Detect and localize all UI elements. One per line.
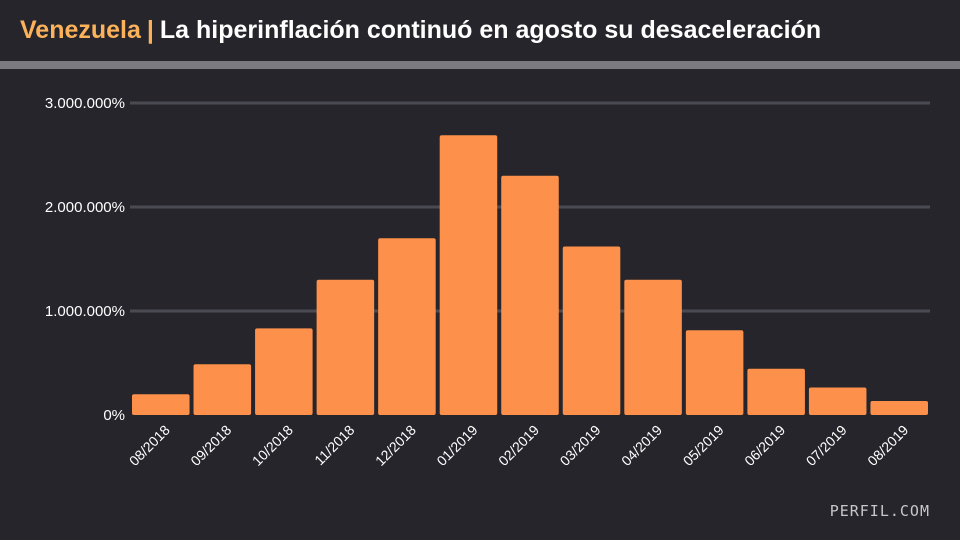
- x-tick-label: 03/2019: [557, 422, 604, 469]
- x-tick-label: 12/2018: [372, 422, 419, 469]
- x-tick-label: 02/2019: [495, 422, 542, 469]
- x-tick-label: 08/2018: [126, 422, 173, 469]
- bar: [378, 238, 436, 415]
- bar: [870, 400, 928, 415]
- title-divider: [0, 61, 960, 69]
- x-tick-label: 08/2019: [864, 422, 911, 469]
- bars: [132, 135, 928, 416]
- title-text: La hiperinflación continuó en agosto su …: [159, 16, 822, 44]
- x-tick-label: 11/2018: [311, 422, 358, 469]
- x-tick-label: 09/2018: [187, 422, 234, 469]
- bar: [439, 135, 498, 416]
- bar: [624, 279, 682, 415]
- y-tick-label: 3.000.000%: [45, 95, 125, 112]
- title-country: Venezuela: [20, 16, 141, 44]
- bar: [193, 364, 252, 415]
- bar: [501, 175, 559, 415]
- bar: [747, 368, 805, 415]
- bar: [562, 246, 621, 415]
- bar: [808, 387, 867, 415]
- x-tick-label: 10/2018: [249, 422, 296, 469]
- title-separator: |: [146, 16, 154, 44]
- y-axis-labels: 0% 1.000.000% 2.000.000% 3.000.000%: [45, 95, 125, 424]
- bar: [685, 330, 744, 415]
- x-tick-label: 04/2019: [618, 422, 665, 469]
- x-tick-label: 06/2019: [741, 422, 788, 469]
- title-bar: Venezuela | La hiperinflación continuó en …: [0, 0, 960, 64]
- y-tick-label: 0%: [103, 407, 125, 424]
- y-tick-label: 1.000.000%: [45, 303, 125, 320]
- page-title: Venezuela | La hiperinflación continuó en …: [20, 16, 821, 45]
- x-tick-label: 07/2019: [803, 422, 850, 469]
- bar: [132, 394, 190, 415]
- brand-logo: PERFIL.COM: [829, 502, 930, 520]
- bar: [316, 279, 375, 415]
- bar: [255, 328, 313, 415]
- y-tick-label: 2.000.000%: [45, 199, 125, 216]
- x-axis-labels: 08/2018 09/2018 10/2018 11/2018 12/2018 01/20…: [126, 422, 912, 469]
- x-tick-label: 01/2019: [433, 422, 480, 469]
- x-tick-label: 05/2019: [680, 422, 727, 469]
